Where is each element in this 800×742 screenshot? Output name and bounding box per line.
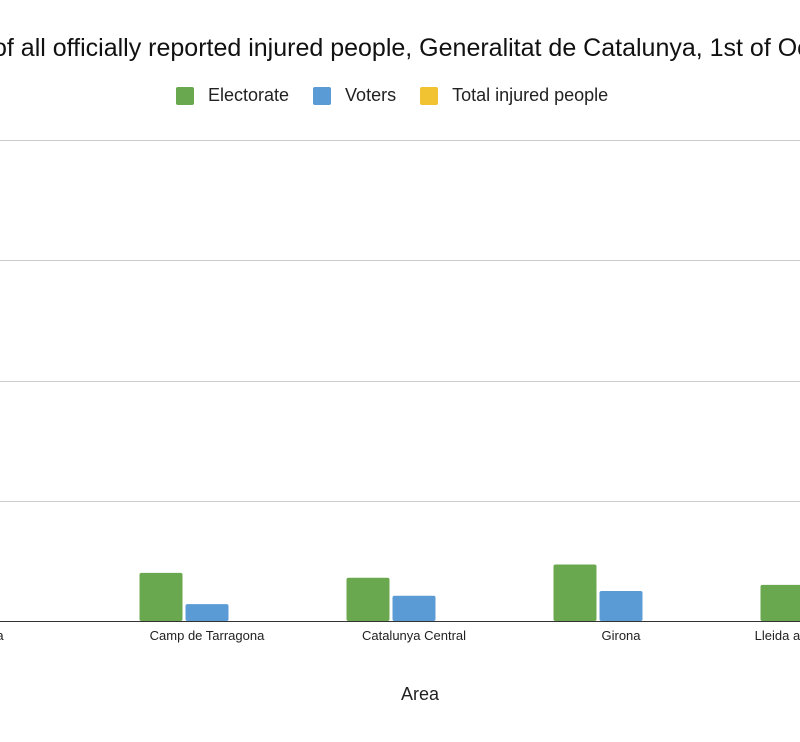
legend-item-voters[interactable]: Voters [313, 85, 396, 106]
legend-item-electorate[interactable]: Electorate [176, 85, 289, 106]
bar-voters [185, 604, 229, 621]
bar-electorate [553, 564, 597, 621]
legend-label-voters: Voters [345, 85, 397, 105]
x-tick-label: Girona [601, 628, 641, 643]
legend-label-electorate: Electorate [208, 85, 290, 105]
legend-item-total-injured[interactable]: Total injured people [420, 85, 608, 106]
x-tick-label: Lleida and l’Alt Pirineu i A [755, 628, 800, 643]
legend-label-total-injured: Total injured people [452, 85, 609, 105]
bar-voters [392, 595, 436, 621]
legend: Electorate Voters Total injured people [176, 85, 632, 106]
x-tick-label: a [0, 628, 4, 643]
bar-electorate [760, 584, 800, 621]
legend-swatch-total-injured [420, 86, 439, 105]
bar-electorate [346, 577, 390, 621]
x-tick-label: Camp de Tarragona [150, 628, 265, 643]
legend-swatch-voters [313, 86, 332, 105]
x-tick-label: Catalunya Central [362, 628, 466, 643]
bar-voters [599, 590, 643, 621]
bar-electorate [139, 572, 183, 621]
x-axis-title: Area [400, 684, 440, 704]
chart-title: of all officially reported injured peopl… [0, 34, 800, 62]
legend-swatch-electorate [176, 86, 194, 105]
